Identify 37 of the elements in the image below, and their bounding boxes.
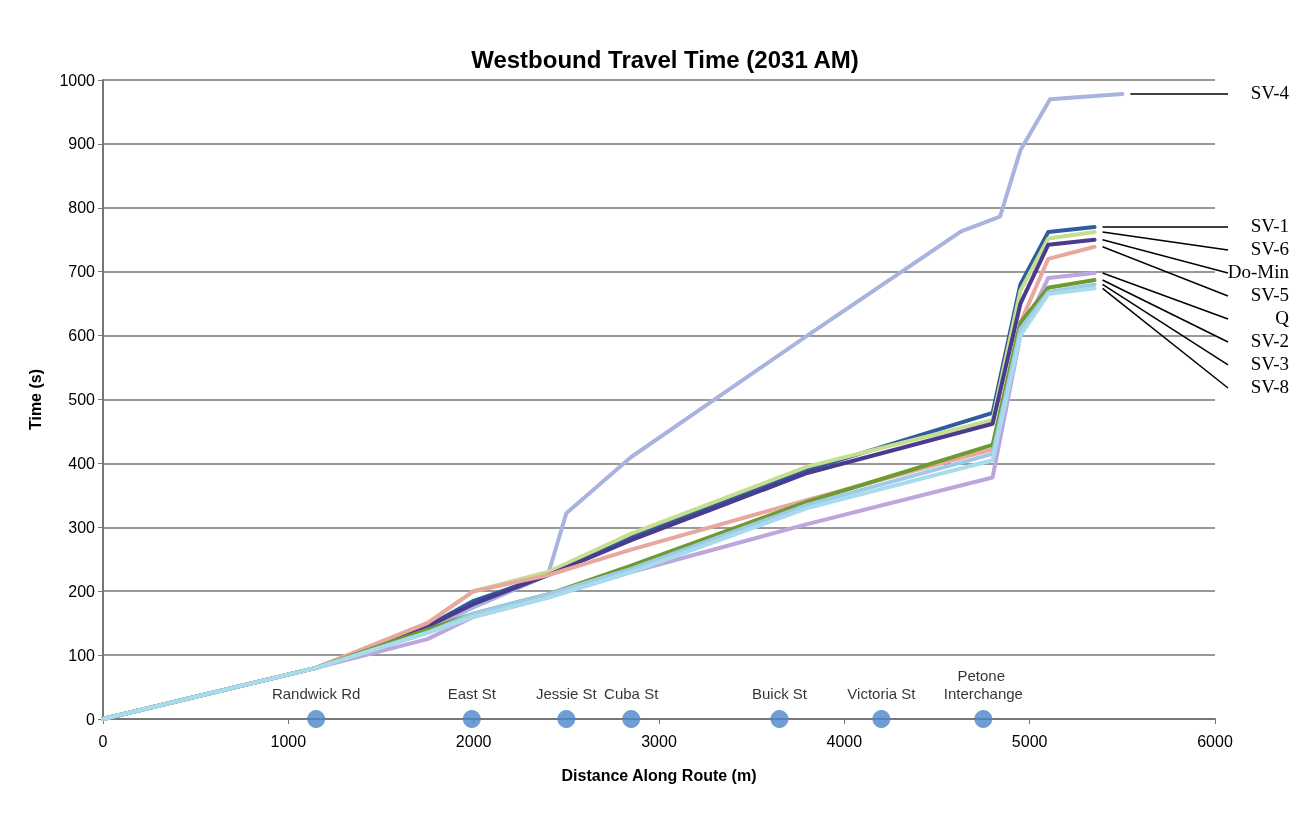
x-tick-label: 5000: [1011, 732, 1048, 750]
y-tick-label: 900: [68, 135, 96, 153]
x-tick-label: 4000: [826, 732, 863, 750]
y-tick-label: 600: [68, 327, 96, 345]
x-axis-title: Distance Along Route (m): [561, 766, 757, 784]
data-label: Cuba St: [604, 684, 660, 702]
text: SV-8: [1250, 375, 1289, 397]
y-axis-title: Time (s): [26, 368, 44, 431]
data-label: Randwick Rd: [271, 684, 361, 702]
y-tick-label: 400: [68, 454, 96, 472]
text: SV-6: [1250, 237, 1289, 259]
x-tick-label: 1000: [270, 732, 307, 750]
y-tick-label: 500: [68, 391, 96, 408]
y-tick-label: 300: [68, 518, 96, 536]
text: Q: [1275, 306, 1290, 328]
data-label: East St: [447, 684, 497, 702]
text: SV-4: [1250, 82, 1290, 104]
text: SV-1: [1250, 214, 1289, 236]
x-tick-label: 2000: [455, 732, 492, 750]
data-label: Victoria St: [847, 684, 917, 702]
data-label: Jessie St: [535, 684, 598, 702]
chart-title: Westbound Travel Time (2031 AM): [471, 45, 859, 73]
x-tick-label: 0: [98, 732, 108, 750]
data-label: Petone Interchange: [943, 666, 1023, 702]
y-tick-label: 1000: [59, 71, 96, 89]
y-tick-label: 800: [68, 199, 96, 217]
y-tick-label: 100: [68, 646, 96, 664]
text: SV-2: [1250, 329, 1289, 351]
text: Do-Min: [1227, 260, 1290, 282]
y-tick-label: 0: [86, 710, 96, 728]
text: SV-3: [1250, 352, 1289, 374]
text: SV-5: [1250, 283, 1289, 305]
data-label: Buick St: [751, 684, 808, 702]
x-tick-label: 3000: [641, 732, 677, 750]
x-tick-label: 6000: [1197, 732, 1233, 750]
y-tick-label: 700: [68, 263, 96, 281]
y-tick-label: 200: [68, 582, 96, 600]
